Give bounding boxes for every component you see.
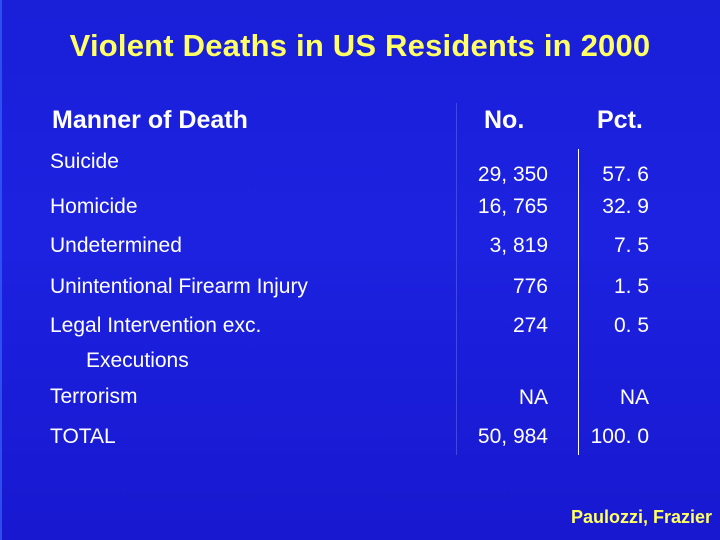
header-manner: Manner of Death bbox=[52, 106, 248, 134]
cell-pct: 7. 5 bbox=[613, 234, 649, 257]
column-divider-left bbox=[456, 103, 457, 455]
row-label: Suicide bbox=[50, 150, 119, 173]
cell-pct: 1. 5 bbox=[613, 275, 649, 298]
header-pct: Pct. bbox=[597, 106, 643, 134]
cell-pct: 32. 9 bbox=[602, 195, 649, 218]
row-label: Undetermined bbox=[50, 234, 182, 257]
row-label: Unintentional Firearm Injury bbox=[50, 275, 308, 298]
cell-no: 274 bbox=[512, 314, 548, 337]
column-divider bbox=[578, 149, 579, 455]
slide-credit: Paulozzi, Frazier bbox=[570, 507, 712, 527]
cell-pct: 100. 0 bbox=[590, 425, 649, 448]
row-label: Terrorism bbox=[50, 385, 138, 408]
cell-no: 776 bbox=[512, 275, 548, 298]
row-label: Homicide bbox=[50, 195, 138, 218]
header-no: No. bbox=[484, 106, 525, 134]
row-label-continuation: Executions bbox=[86, 349, 189, 372]
cell-no: 29, 350 bbox=[477, 163, 548, 186]
cell-no: NA bbox=[518, 386, 548, 409]
slide-title: Violent Deaths in US Residents in 2000 bbox=[69, 28, 651, 63]
row-label: TOTAL bbox=[50, 425, 116, 448]
cell-pct: 0. 5 bbox=[613, 314, 649, 337]
slide-edge-line bbox=[0, 0, 2, 540]
cell-no: 3, 819 bbox=[489, 234, 548, 257]
cell-no: 16, 765 bbox=[477, 195, 548, 218]
row-label: Legal Intervention exc. bbox=[50, 314, 262, 337]
cell-pct: NA bbox=[619, 386, 649, 409]
cell-no: 50, 984 bbox=[477, 425, 548, 448]
cell-pct: 57. 6 bbox=[602, 163, 649, 186]
